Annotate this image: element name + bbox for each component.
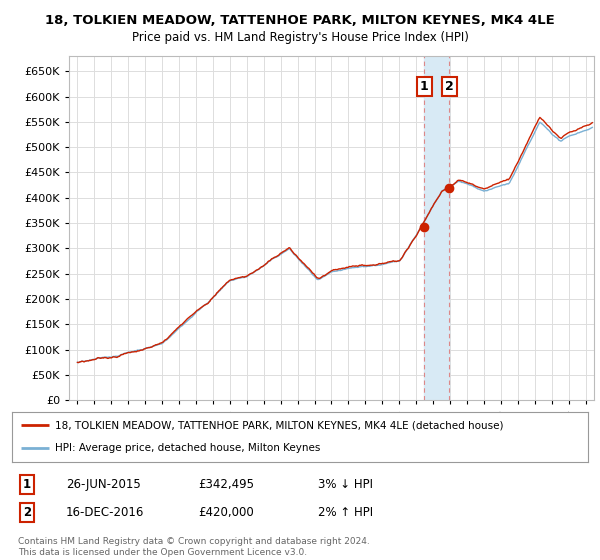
Text: Price paid vs. HM Land Registry's House Price Index (HPI): Price paid vs. HM Land Registry's House … — [131, 31, 469, 44]
Text: 18, TOLKIEN MEADOW, TATTENHOE PARK, MILTON KEYNES, MK4 4LE: 18, TOLKIEN MEADOW, TATTENHOE PARK, MILT… — [45, 14, 555, 27]
Text: 1: 1 — [420, 80, 428, 93]
Text: £342,495: £342,495 — [198, 478, 254, 491]
Text: HPI: Average price, detached house, Milton Keynes: HPI: Average price, detached house, Milt… — [55, 444, 320, 454]
Text: This data is licensed under the Open Government Licence v3.0.: This data is licensed under the Open Gov… — [18, 548, 307, 557]
Text: 2% ↑ HPI: 2% ↑ HPI — [318, 506, 373, 519]
Text: Contains HM Land Registry data © Crown copyright and database right 2024.: Contains HM Land Registry data © Crown c… — [18, 537, 370, 546]
Text: 18, TOLKIEN MEADOW, TATTENHOE PARK, MILTON KEYNES, MK4 4LE (detached house): 18, TOLKIEN MEADOW, TATTENHOE PARK, MILT… — [55, 420, 504, 430]
Text: 26-JUN-2015: 26-JUN-2015 — [66, 478, 141, 491]
Text: 2: 2 — [23, 506, 31, 519]
Bar — [424, 56, 449, 400]
Text: £420,000: £420,000 — [198, 506, 254, 519]
Text: 1: 1 — [23, 478, 31, 491]
Text: 2: 2 — [445, 80, 454, 93]
Text: 16-DEC-2016: 16-DEC-2016 — [66, 506, 145, 519]
Text: 3% ↓ HPI: 3% ↓ HPI — [318, 478, 373, 491]
